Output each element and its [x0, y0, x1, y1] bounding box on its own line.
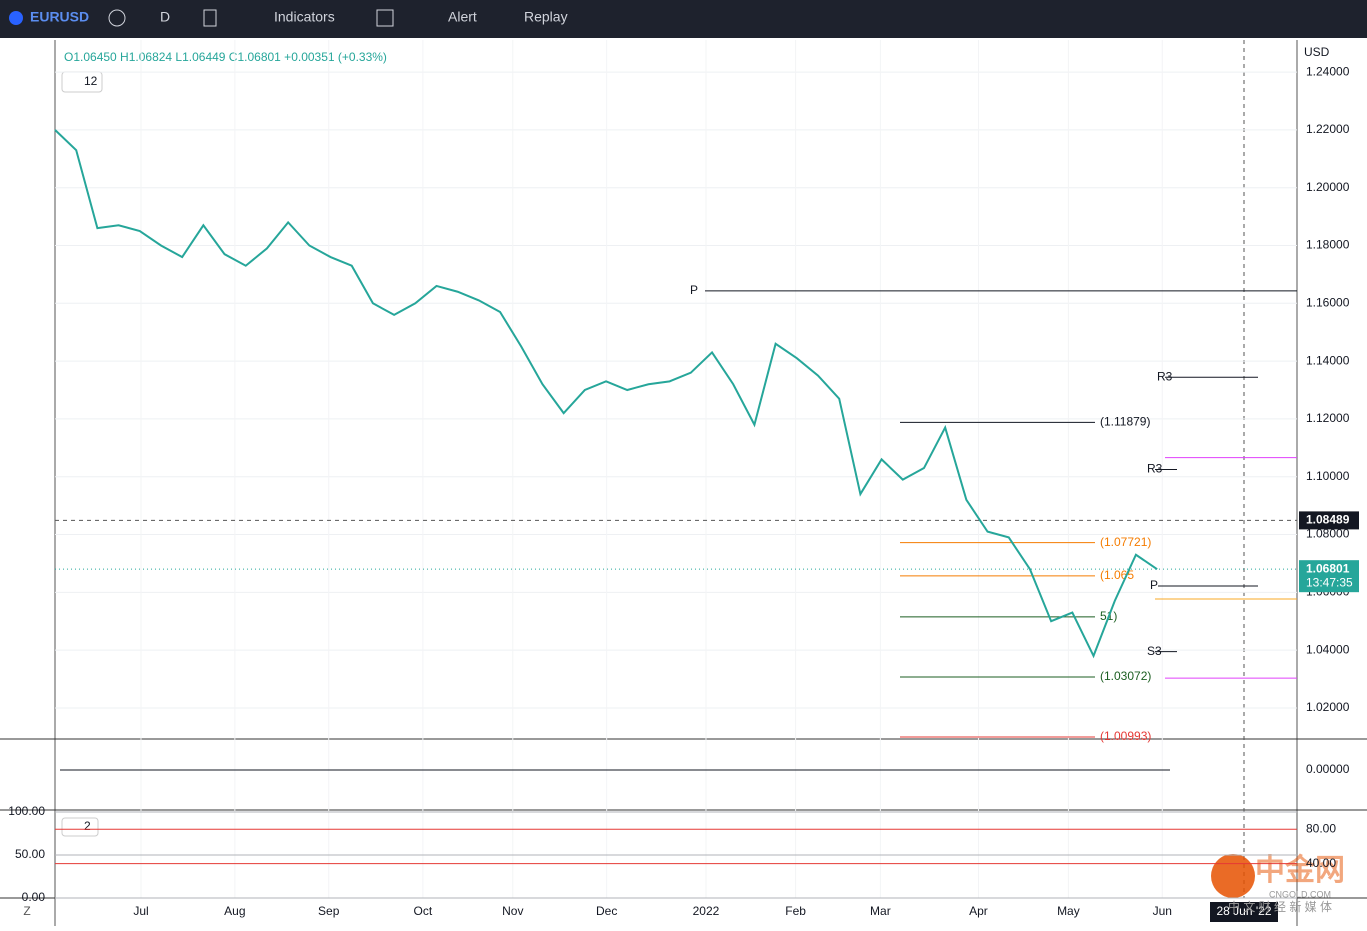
last-price-label: 1.06801: [1306, 561, 1350, 575]
y-tick-label: 0.00000: [1306, 762, 1350, 776]
x-tick-label: May: [1057, 904, 1080, 918]
y-tick-label: 1.20000: [1306, 180, 1350, 194]
x-tick-label: Apr: [969, 904, 988, 918]
y-tick-label: 100.00: [8, 804, 45, 818]
watermark-site: CNGOLD.COM: [1269, 889, 1331, 899]
y-tick-label: 1.22000: [1306, 122, 1350, 136]
toolbar: [0, 0, 1367, 38]
y-tick-label: 1.12000: [1306, 411, 1350, 425]
watermark: 中金网: [1255, 853, 1345, 887]
last-price-box: [1299, 560, 1359, 593]
level-label: (1.11879): [1100, 415, 1150, 429]
badge[interactable]: [61, 817, 99, 837]
level-label: (1.00993): [1100, 729, 1151, 743]
level-label: R3: [1157, 369, 1173, 383]
layouts[interactable]: [376, 9, 394, 27]
x-tick-label: Dec: [596, 904, 617, 918]
add-symbol[interactable]: [108, 9, 126, 27]
level-label: R3: [1147, 462, 1163, 476]
symbol[interactable]: EURUSD: [30, 9, 89, 25]
alert[interactable]: Alert: [448, 9, 477, 25]
x-tick-label: Aug: [224, 904, 245, 918]
y-tick-label: 1.04000: [1306, 642, 1350, 656]
x-tick-label: Nov: [502, 904, 523, 918]
countdown: 13:47:35: [1306, 575, 1353, 589]
y-tick-label: 0.00: [22, 890, 46, 904]
chart-area: [55, 40, 1297, 910]
symbol-flag: [9, 11, 23, 25]
level-label: (1.03072): [1100, 669, 1151, 683]
y-tick-label: 1.18000: [1306, 238, 1350, 252]
watermark-slogan: 中 文 财 经 新 媒 体: [1228, 899, 1332, 914]
crosshair-price-label: 1.08489: [1306, 513, 1350, 527]
x-tick-label: Feb: [785, 904, 806, 918]
y-tick-label: 1.14000: [1306, 353, 1350, 367]
y-tick-label: 1.16000: [1306, 295, 1350, 309]
chart-style[interactable]: [203, 9, 217, 27]
x-tick-label: Sep: [318, 904, 340, 918]
x-tick-label: 2022: [693, 904, 720, 918]
crosshair-price-box: [1299, 511, 1359, 530]
level-label: P: [1150, 578, 1158, 592]
currency: USD: [1304, 45, 1330, 59]
y-tick-label: 1.02000: [1306, 700, 1350, 714]
price-line: [54, 129, 1158, 659]
x-tick-label: Jun: [1153, 904, 1172, 918]
y2-tick-label: 40.00: [1306, 856, 1336, 870]
watermark-logo: [1211, 854, 1255, 898]
level-label: P: [690, 283, 698, 297]
level-label: S3: [1147, 644, 1162, 658]
level-label: (1.07721): [1100, 535, 1151, 549]
crosshair-date-box: [1210, 902, 1278, 922]
y2-tick-label: 80.00: [1306, 821, 1336, 835]
y-tick-label: 1.24000: [1306, 64, 1350, 78]
badge-count: 12: [84, 74, 98, 88]
corner-button[interactable]: Z: [23, 904, 30, 918]
x-tick-label: Oct: [414, 904, 433, 918]
x-tick-label: Mar: [870, 904, 891, 918]
y-tick-label: 1.10000: [1306, 469, 1350, 483]
y-tick-label: 50.00: [15, 847, 45, 861]
interval[interactable]: D: [160, 9, 170, 25]
indicators[interactable]: Indicators: [274, 9, 335, 25]
crosshair-date: 28 Jun '22: [1216, 904, 1271, 918]
x-tick-label: Jul: [133, 904, 148, 918]
replay[interactable]: Replay: [524, 9, 568, 25]
y-tick-label: 1.08000: [1306, 527, 1350, 541]
ohlc-legend: O1.06450 H1.06824 L1.06449 C1.06801 +0.0…: [64, 50, 387, 64]
badge-count: 2: [84, 819, 91, 833]
